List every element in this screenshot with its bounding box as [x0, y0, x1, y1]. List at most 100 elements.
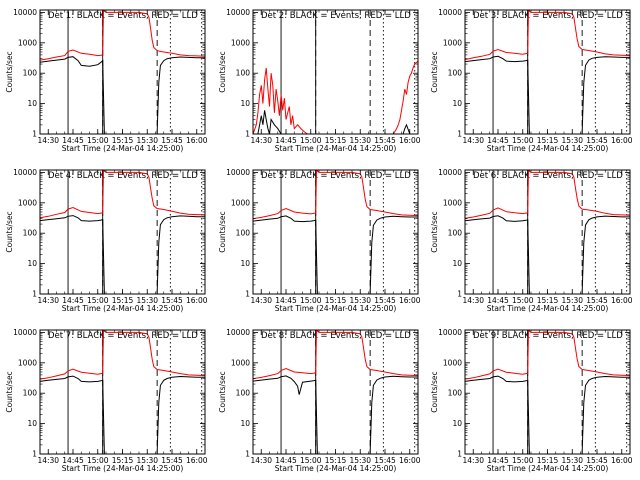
panel-title: Det 8: BLACK = Events, RED = LLD — [261, 331, 411, 341]
axes-frame — [252, 169, 419, 295]
y-tick-label: 1000 — [443, 198, 462, 207]
y-axis-label: Counts/sec — [5, 371, 14, 412]
x-tick-label: 14:45 — [62, 456, 84, 465]
x-tick-label: 15:00 — [87, 296, 109, 305]
panel-title: Det 5: BLACK = Events, RED = LLD — [261, 171, 411, 181]
x-tick-label: 16:00 — [399, 456, 421, 465]
y-tick-label: 1000 — [18, 198, 37, 207]
panel-det-6: Det 6: BLACK = Events, RED = LLD 1 10 100 10… — [430, 168, 633, 313]
y-tick-label: 10 — [452, 99, 462, 108]
x-tick-label: 15:00 — [512, 296, 534, 305]
x-tick-label: 15:45 — [161, 296, 183, 305]
panel-det-2: Det 2: BLACK = Events, RED = LLD 1 10 100 10… — [218, 8, 421, 153]
y-tick-label: 10000 — [226, 328, 250, 337]
x-tick-label: 15:15 — [537, 456, 559, 465]
x-tick-label: 15:15 — [325, 456, 347, 465]
x-tick-label: 15:45 — [374, 456, 396, 465]
x-tick-label: 15:45 — [586, 456, 608, 465]
series-events-line — [253, 215, 418, 294]
x-tick-label: 15:00 — [300, 296, 322, 305]
x-tick-label: 15:30 — [136, 296, 158, 305]
x-tick-label: 16:00 — [186, 296, 208, 305]
x-tick-label: 14:30 — [250, 456, 272, 465]
x-tick-label: 15:00 — [300, 136, 322, 145]
panel-det-4: Det 4: BLACK = Events, RED = LLD 1 10 100 10… — [5, 168, 208, 313]
axes-frame — [464, 329, 631, 455]
y-axis-label: Counts/sec — [5, 211, 14, 252]
x-tick-label: 15:45 — [161, 456, 183, 465]
series-lld-line — [253, 60, 418, 134]
x-tick-label: 14:30 — [462, 136, 484, 145]
x-tick-label: 14:45 — [275, 296, 297, 305]
y-axis-label: Counts/sec — [430, 211, 439, 252]
panel-title: Det 4: BLACK = Events, RED = LLD — [48, 171, 198, 181]
x-tick-label: 15:30 — [561, 296, 583, 305]
y-tick-label: 10 — [452, 259, 462, 268]
x-axis-label: Start Time (24-Mar-04 14:25:00) — [487, 144, 609, 153]
x-tick-label: 14:45 — [62, 136, 84, 145]
x-tick-label: 14:30 — [250, 136, 272, 145]
series-events-line — [253, 375, 418, 454]
y-tick-label: 1 — [32, 450, 37, 459]
y-axis-label: Counts/sec — [430, 371, 439, 412]
y-tick-label: 1 — [245, 290, 250, 299]
series-events-line — [465, 55, 630, 134]
y-tick-label: 100 — [236, 389, 251, 398]
y-tick-label: 100 — [448, 229, 463, 238]
x-tick-label: 16:00 — [611, 136, 633, 145]
x-tick-label: 15:30 — [136, 456, 158, 465]
axes-frame — [464, 169, 631, 295]
y-tick-label: 10000 — [13, 168, 37, 177]
y-tick-label: 100 — [448, 389, 463, 398]
y-tick-label: 10000 — [13, 328, 37, 337]
y-tick-label: 10 — [27, 259, 37, 268]
x-tick-label: 15:00 — [300, 456, 322, 465]
x-tick-label: 14:45 — [487, 136, 509, 145]
x-tick-label: 14:30 — [462, 296, 484, 305]
panel-det-9: Det 9: BLACK = Events, RED = LLD 1 10 100 10… — [430, 328, 633, 473]
y-tick-label: 10 — [240, 99, 250, 108]
series-events-line — [40, 375, 205, 454]
x-tick-label: 15:00 — [87, 456, 109, 465]
x-tick-label: 15:45 — [586, 136, 608, 145]
x-tick-label: 15:15 — [112, 456, 134, 465]
x-axis-label: Start Time (24-Mar-04 14:25:00) — [275, 144, 397, 153]
y-tick-label: 1000 — [231, 198, 250, 207]
panel-title: Det 6: BLACK = Events, RED = LLD — [473, 171, 623, 181]
x-tick-label: 16:00 — [399, 296, 421, 305]
panel-title: Det 1: BLACK = Events, RED = LLD — [48, 11, 198, 21]
panel-title: Det 9: BLACK = Events, RED = LLD — [473, 331, 623, 341]
series-events-line — [465, 215, 630, 294]
series-events-line — [40, 215, 205, 294]
y-tick-label: 10000 — [13, 8, 37, 17]
x-tick-label: 14:30 — [462, 456, 484, 465]
x-tick-label: 14:45 — [487, 456, 509, 465]
y-tick-label: 1000 — [443, 38, 462, 47]
x-tick-label: 15:30 — [349, 136, 371, 145]
series-events-line — [40, 56, 205, 134]
x-tick-label: 16:00 — [611, 296, 633, 305]
y-tick-label: 1 — [32, 290, 37, 299]
y-tick-label: 100 — [23, 389, 38, 398]
x-tick-label: 14:30 — [37, 456, 59, 465]
axes-frame — [252, 9, 419, 135]
x-tick-label: 15:15 — [112, 136, 134, 145]
panel-det-5: Det 5: BLACK = Events, RED = LLD 1 10 100 10… — [218, 168, 421, 313]
x-tick-label: 15:30 — [349, 456, 371, 465]
x-tick-label: 15:45 — [586, 296, 608, 305]
y-tick-label: 10 — [27, 99, 37, 108]
x-axis-label: Start Time (24-Mar-04 14:25:00) — [487, 304, 609, 313]
x-tick-label: 15:00 — [87, 136, 109, 145]
y-tick-label: 100 — [448, 69, 463, 78]
x-tick-label: 15:15 — [112, 296, 134, 305]
x-tick-label: 14:45 — [487, 296, 509, 305]
y-axis-label: Counts/sec — [218, 371, 227, 412]
axes-frame — [39, 169, 206, 295]
axes-frame — [39, 329, 206, 455]
y-tick-label: 1000 — [18, 38, 37, 47]
x-axis-label: Start Time (24-Mar-04 14:25:00) — [62, 144, 184, 153]
y-tick-label: 1 — [32, 130, 37, 139]
panel-title: Det 7: BLACK = Events, RED = LLD — [48, 331, 198, 341]
x-tick-label: 14:30 — [37, 296, 59, 305]
